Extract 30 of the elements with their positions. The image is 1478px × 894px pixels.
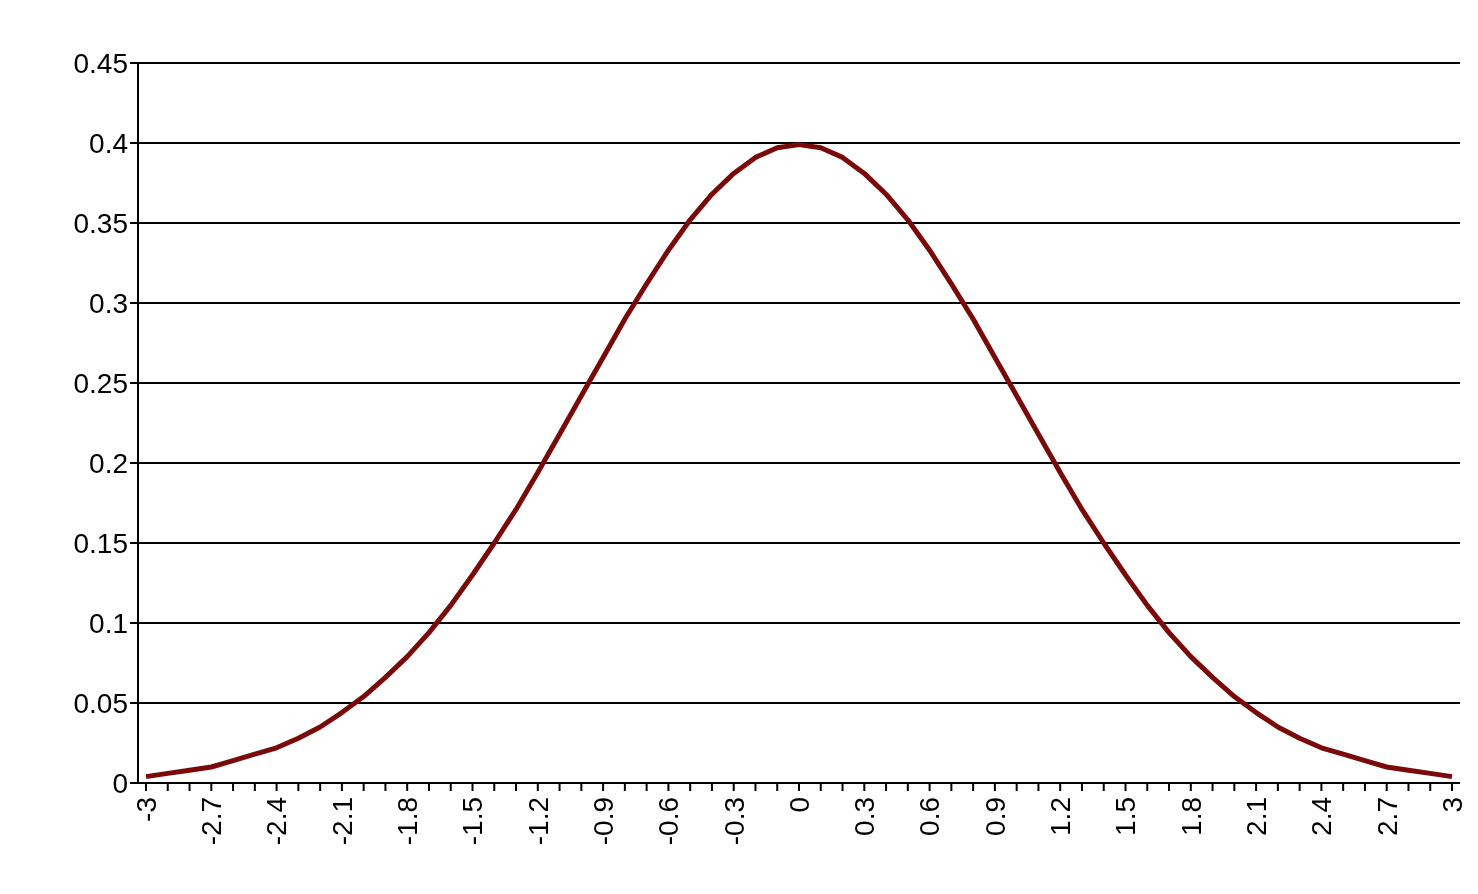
x-tick-label: 1.8: [1175, 797, 1207, 836]
x-tick-label: 0.6: [914, 797, 946, 836]
y-tick-label: 0.1: [89, 607, 128, 639]
x-tick-label: 2.4: [1306, 797, 1338, 836]
x-tick-label: -1.8: [392, 797, 424, 846]
x-tick-label: -0.3: [718, 797, 750, 846]
y-tick-label: 0.35: [73, 207, 128, 239]
x-tick-label: -2.7: [196, 797, 228, 846]
x-tick-label: 0: [783, 797, 815, 813]
x-tick-label: 1.2: [1045, 797, 1077, 836]
x-tick-label: 0.3: [849, 797, 881, 836]
x-tick-label: -2.4: [261, 797, 293, 846]
x-tick-label: 3: [1436, 797, 1468, 813]
y-tick-label: 0.4: [89, 127, 128, 159]
x-tick-label: 2.1: [1240, 797, 1272, 836]
x-tick-label: -0.6: [653, 797, 685, 846]
x-tick-label: 0.9: [979, 797, 1011, 836]
x-tick-label: -0.9: [587, 797, 619, 846]
y-tick-label: 0.3: [89, 287, 128, 319]
y-tick-label: 0.25: [73, 367, 128, 399]
x-tick-label: 1.5: [1110, 797, 1142, 836]
x-tick-label: -3: [130, 797, 162, 822]
y-tick-label: 0.05: [73, 687, 128, 719]
x-tick-label: -2.1: [326, 797, 358, 846]
y-tick-label: 0.45: [73, 47, 128, 79]
x-tick-label: 2.7: [1371, 797, 1403, 836]
y-tick-label: 0.2: [89, 447, 128, 479]
x-tick-label: -1.5: [457, 797, 489, 846]
y-tick-label: 0.15: [73, 527, 128, 559]
x-tick-label: -1.2: [522, 797, 554, 846]
